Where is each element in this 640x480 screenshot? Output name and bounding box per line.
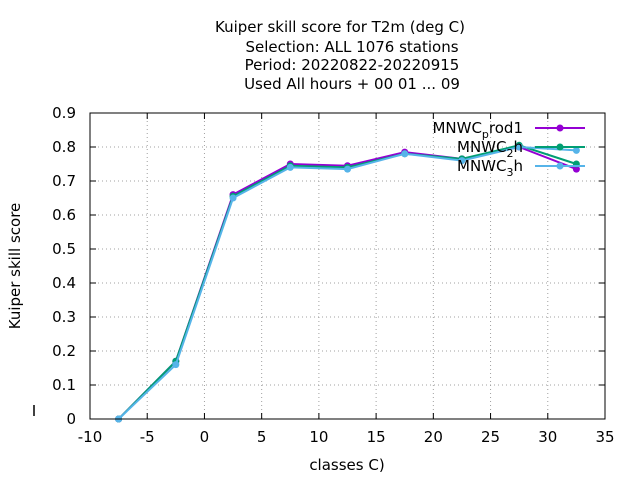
- y-tick-label: 0.1: [52, 376, 76, 394]
- title-line-2: Selection: ALL 1076 stations: [245, 38, 458, 56]
- data-point: [229, 194, 237, 202]
- x-tick-label: 5: [257, 428, 267, 446]
- legend-item-2: MNWC2h: [457, 138, 585, 160]
- data-point: [172, 361, 180, 369]
- title-line-4: Used All hours + 00 01 ... 09: [244, 75, 460, 93]
- y-tick-label: 0.3: [52, 308, 76, 326]
- x-tick-label: 25: [481, 428, 500, 446]
- series-line: [117, 144, 577, 420]
- data-point: [401, 150, 409, 158]
- x-tick-label: -5: [140, 428, 155, 446]
- x-axis-ticks: -10 -5 0 5 10 15 20 25 30 35: [78, 113, 615, 446]
- x-tick-label: 30: [538, 428, 557, 446]
- data-point: [515, 143, 523, 151]
- x-axis-label: classes C): [309, 456, 384, 474]
- series-2: [115, 141, 580, 423]
- data-point: [344, 165, 351, 173]
- y-tick-label: 0.5: [52, 240, 76, 258]
- y-tick-label: 0.9: [52, 104, 76, 122]
- y-axis-label: Kuiper skill score: [6, 203, 24, 330]
- y-tick-label: 0: [66, 410, 76, 428]
- legend-marker: [556, 143, 564, 151]
- y-tick-label: 0.4: [52, 274, 76, 292]
- series-line: [117, 145, 577, 420]
- data-point: [458, 157, 466, 165]
- legend-marker: [556, 124, 564, 132]
- grid: [90, 113, 605, 419]
- plot-frame: [89, 112, 606, 420]
- legend-label: MNWCprod1: [432, 119, 523, 141]
- legend-marker: [556, 162, 564, 170]
- x-tick-label: 15: [367, 428, 386, 446]
- series-line: [117, 145, 577, 420]
- title-line-1: Kuiper skill score for T2m (deg C): [215, 18, 465, 36]
- legend-item-3: MNWC3h: [457, 157, 585, 179]
- x-tick-label: -10: [78, 428, 103, 446]
- y-tick-label: 0.2: [52, 342, 76, 360]
- x-tick-label: 35: [595, 428, 614, 446]
- legend-label: MNWC2h: [457, 138, 523, 160]
- series-3: [115, 143, 580, 423]
- title-line-3: Period: 20220822-20220915: [245, 56, 460, 74]
- data-point: [286, 163, 294, 171]
- series-layer: [115, 141, 580, 423]
- x-tick-label: 20: [424, 428, 443, 446]
- data-point: [572, 146, 580, 154]
- y-axis-ticks: 0 0.1 0.2 0.3 0.4 0.5 0.6 0.7 0.8 0.9: [52, 104, 605, 428]
- y-tick-label: 0.8: [52, 138, 76, 156]
- data-point: [572, 165, 580, 173]
- y-tick-label: 0.6: [52, 206, 76, 224]
- legend-item-1: MNWCprod1: [432, 119, 585, 141]
- chart-title: Kuiper skill score for T2m (deg C) Selec…: [215, 18, 465, 93]
- legend-label: MNWC3h: [457, 157, 523, 179]
- y-tick-label: 0.7: [52, 172, 76, 190]
- x-tick-label: 0: [200, 428, 210, 446]
- x-tick-label: 10: [309, 428, 328, 446]
